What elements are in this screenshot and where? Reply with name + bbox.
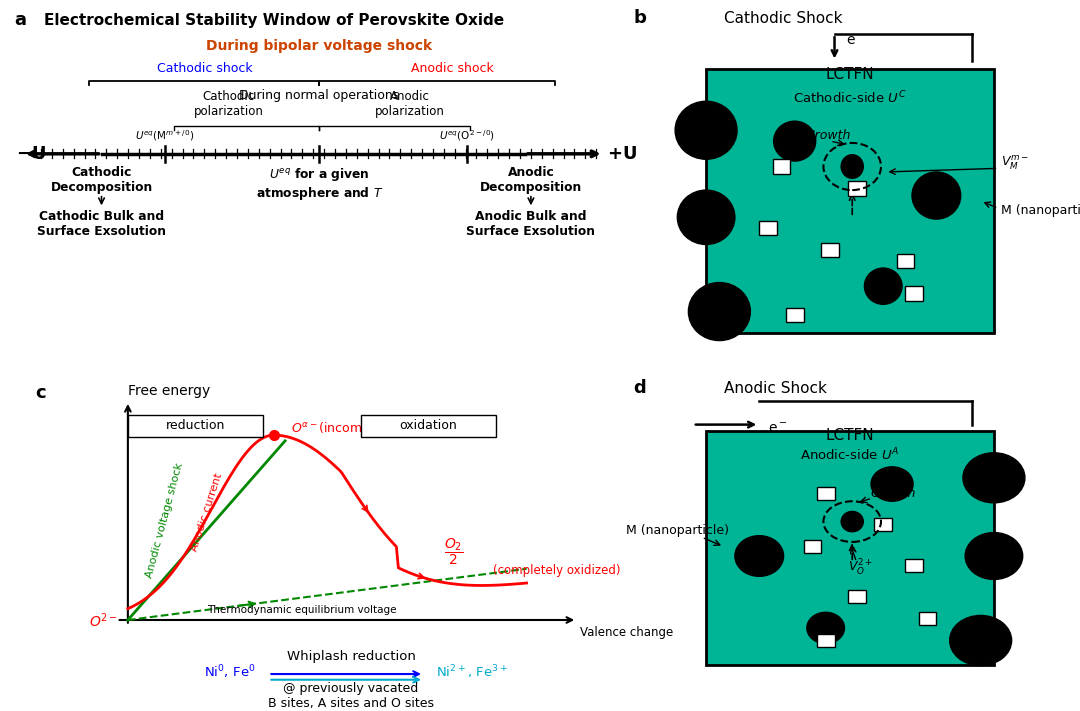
- Ellipse shape: [677, 190, 734, 245]
- Ellipse shape: [966, 533, 1023, 579]
- Bar: [875, 518, 892, 531]
- Ellipse shape: [807, 612, 845, 643]
- Text: Anodic
polarization: Anodic polarization: [375, 90, 445, 118]
- Bar: [759, 221, 777, 235]
- Text: e$^-$: e$^-$: [768, 422, 787, 435]
- Ellipse shape: [949, 616, 1012, 665]
- Bar: [786, 308, 804, 323]
- Text: reduction: reduction: [165, 419, 225, 432]
- Bar: [816, 487, 835, 500]
- Bar: [848, 590, 865, 603]
- Text: $\dfrac{O_2}{2}$: $\dfrac{O_2}{2}$: [444, 537, 463, 567]
- Text: Anodic shock: Anodic shock: [410, 63, 494, 75]
- Text: e$^-$: e$^-$: [846, 34, 865, 48]
- Text: Electrochemical Stability Window of Perovskite Oxide: Electrochemical Stability Window of Pero…: [44, 13, 504, 28]
- Text: Anodic-side $U^A$: Anodic-side $U^A$: [800, 447, 900, 464]
- FancyBboxPatch shape: [361, 415, 496, 437]
- Ellipse shape: [864, 268, 902, 304]
- Text: LCTFN: LCTFN: [826, 428, 875, 443]
- Bar: [804, 540, 821, 553]
- Text: $V_M^{m-}$: $V_M^{m-}$: [1000, 154, 1028, 172]
- Text: Anodic Bulk and
Surface Exsolution: Anodic Bulk and Surface Exsolution: [467, 210, 595, 238]
- Text: $O^{\alpha-}$(incompletely oxidized): $O^{\alpha-}$(incompletely oxidized): [291, 420, 465, 437]
- Text: $U^{eq}$ for a given
atmosphere and $T$: $U^{eq}$ for a given atmosphere and $T$: [256, 166, 383, 202]
- Text: Ni$^0$, Fe$^0$: Ni$^0$, Fe$^0$: [204, 663, 255, 680]
- FancyBboxPatch shape: [127, 415, 262, 437]
- Text: Ni$^{2+}$, Fe$^{3+}$: Ni$^{2+}$, Fe$^{3+}$: [436, 663, 509, 680]
- Text: LCTFN: LCTFN: [826, 68, 875, 82]
- Text: $O^{2-}$: $O^{2-}$: [89, 611, 118, 630]
- Bar: [706, 431, 994, 665]
- Text: Whiplash reduction: Whiplash reduction: [286, 650, 416, 663]
- Bar: [816, 634, 835, 647]
- Text: Anodic
Decomposition: Anodic Decomposition: [480, 166, 582, 194]
- Text: Cathodic
Decomposition: Cathodic Decomposition: [51, 166, 152, 194]
- Text: Anodic current: Anodic current: [189, 471, 224, 552]
- Text: $\mathbf{+U}$: $\mathbf{+U}$: [607, 145, 636, 163]
- Text: Anodic voltage shock: Anodic voltage shock: [144, 461, 185, 579]
- Text: oxidation: oxidation: [400, 419, 457, 432]
- Bar: [821, 242, 839, 257]
- Text: Anodic Shock: Anodic Shock: [724, 381, 826, 396]
- Text: d: d: [633, 380, 646, 397]
- Text: Thermodynamic equilibrium voltage: Thermodynamic equilibrium voltage: [207, 605, 396, 615]
- Ellipse shape: [675, 101, 737, 159]
- Text: $U^{eq}$(M$^{m+/0}$): $U^{eq}$(M$^{m+/0}$): [135, 128, 194, 143]
- Bar: [772, 159, 791, 173]
- Ellipse shape: [963, 453, 1025, 503]
- Bar: [919, 612, 936, 625]
- Ellipse shape: [773, 121, 815, 161]
- Text: c: c: [36, 384, 45, 402]
- Ellipse shape: [872, 467, 913, 501]
- Bar: [905, 287, 923, 301]
- Text: During normal operations: During normal operations: [239, 90, 400, 102]
- Text: Cathodic
polarization: Cathodic polarization: [193, 90, 264, 118]
- Text: Cathodic-side $U^C$: Cathodic-side $U^C$: [793, 90, 907, 106]
- Text: a: a: [14, 11, 26, 29]
- Text: Cathodic Shock: Cathodic Shock: [724, 11, 842, 26]
- Text: M (nanoparticle): M (nanoparticle): [626, 524, 729, 537]
- Text: Cathodic Bulk and
Surface Exsolution: Cathodic Bulk and Surface Exsolution: [37, 210, 166, 238]
- Text: Cathodic shock: Cathodic shock: [157, 63, 252, 75]
- Bar: [848, 181, 865, 196]
- Text: B sites, A sites and O sites: B sites, A sites and O sites: [268, 697, 434, 710]
- Ellipse shape: [734, 535, 784, 577]
- Ellipse shape: [912, 172, 961, 219]
- Text: $V_O^{2+}$: $V_O^{2+}$: [848, 557, 873, 578]
- Text: $U^{eq}$(O$^{2-/0}$): $U^{eq}$(O$^{2-/0}$): [440, 128, 496, 143]
- Text: $\mathbf{-U}$: $\mathbf{-U}$: [15, 145, 45, 163]
- Text: Growth: Growth: [806, 129, 851, 142]
- Ellipse shape: [841, 155, 863, 178]
- Bar: [905, 559, 923, 572]
- Text: @ previously vacated: @ previously vacated: [283, 682, 419, 695]
- Ellipse shape: [688, 282, 751, 341]
- Text: Valence change: Valence change: [580, 626, 673, 638]
- Text: b: b: [633, 9, 646, 27]
- Text: (completely oxidized): (completely oxidized): [492, 565, 620, 577]
- Ellipse shape: [841, 511, 863, 532]
- Bar: [896, 254, 914, 268]
- Bar: [706, 68, 994, 333]
- Text: M (nanoparticle): M (nanoparticle): [1000, 203, 1080, 217]
- Text: Growth: Growth: [870, 486, 916, 500]
- Text: Free energy: Free energy: [127, 385, 211, 398]
- Text: During bipolar voltage shock: During bipolar voltage shock: [206, 40, 432, 53]
